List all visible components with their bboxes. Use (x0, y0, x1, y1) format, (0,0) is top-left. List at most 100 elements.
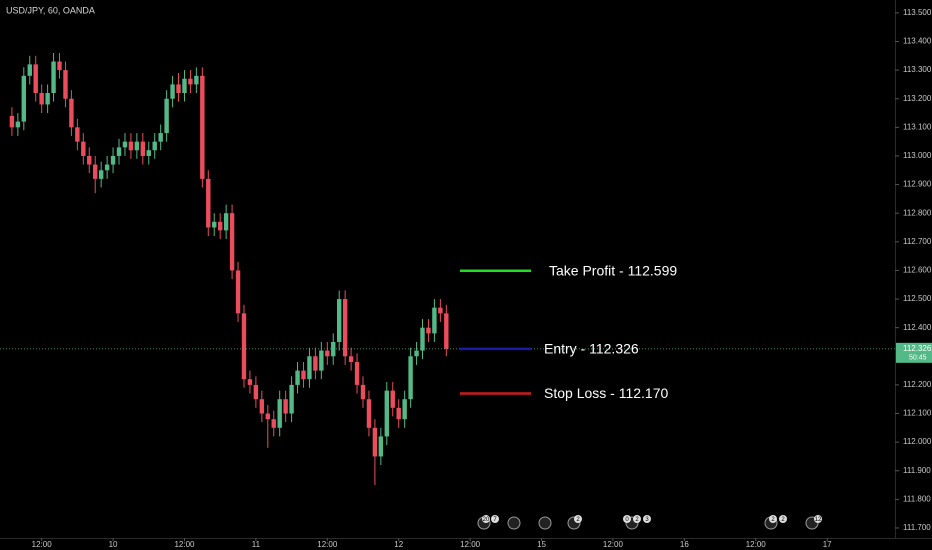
candle-body (134, 141, 140, 151)
candle-body (140, 141, 146, 156)
event-badge-label: 12 (815, 517, 822, 523)
y-tick-label: 113.300 (903, 65, 932, 74)
candle-body (158, 133, 163, 142)
candle-body (212, 221, 217, 228)
candle-body (265, 413, 270, 420)
candle-body (39, 93, 44, 105)
candle-body (98, 170, 104, 179)
candle-body (354, 362, 360, 385)
event-icon (538, 516, 552, 530)
event-badge (779, 515, 787, 523)
x-tick-label: 12 (394, 540, 403, 549)
event-badge (643, 515, 651, 523)
level-label: Take Profit - 112.599 (549, 262, 677, 278)
event-badge-label: 2 (576, 517, 580, 523)
candle-body (372, 427, 378, 457)
x-tick-label: 12:00 (603, 540, 624, 549)
event-badge-label: 2 (781, 517, 785, 523)
y-tick-label: 112.400 (903, 323, 932, 332)
candle-body (271, 419, 276, 428)
y-tick-label: 113.200 (903, 94, 932, 103)
candle-body (87, 155, 92, 165)
candle-body (348, 356, 354, 363)
y-tick-label: 112.800 (903, 208, 932, 217)
candle-body (283, 399, 288, 414)
event-badge (491, 515, 499, 523)
candle-body (325, 350, 330, 357)
y-tick-label: 112.200 (903, 380, 932, 389)
level-label: Entry - 112.326 (544, 341, 639, 357)
candle-body (188, 78, 193, 85)
y-tick-label: 112.700 (903, 237, 932, 246)
y-tick-label: 111.700 (903, 523, 931, 532)
last-price-tag (896, 342, 932, 363)
candle-body (122, 141, 128, 148)
y-tick-label: 111.900 (903, 466, 931, 475)
candle-body (81, 141, 86, 156)
y-tick-label: 113.100 (903, 122, 932, 131)
candle-body (253, 384, 259, 400)
candle-body (408, 356, 413, 400)
candle-body (51, 61, 56, 94)
candle-body (384, 390, 390, 437)
candle-body (426, 327, 431, 334)
candle-body (313, 356, 318, 371)
candle-body (27, 64, 32, 76)
candle-body (342, 299, 348, 357)
candle-body (152, 141, 157, 151)
y-tick-label: 112.900 (903, 180, 932, 189)
candle-body (432, 307, 437, 334)
event-badge (623, 515, 631, 523)
event-badge-label: 7 (493, 517, 497, 523)
last-price-label: 112.326 (903, 344, 932, 353)
countdown-label: 50:45 (909, 355, 927, 362)
candle-body (307, 356, 312, 380)
x-tick-label: 12:00 (174, 540, 195, 549)
candle-body (390, 390, 395, 408)
event-icon (507, 516, 521, 530)
x-tick-label: 16 (680, 540, 689, 549)
level-label: Stop Loss - 112.170 (544, 385, 668, 401)
candle-body (63, 70, 68, 99)
event-badge (769, 515, 777, 523)
x-tick-label: 11 (252, 540, 261, 549)
x-tick-label: 12:00 (460, 540, 481, 549)
candle-body (93, 164, 98, 179)
event-badge (482, 515, 490, 523)
x-tick-label: 17 (823, 540, 832, 549)
candle-body (170, 84, 175, 99)
candle-body (378, 436, 384, 457)
candle-body (396, 407, 401, 420)
candle-body (229, 213, 235, 271)
candle-body (402, 399, 407, 420)
candle-body (206, 178, 211, 228)
candle-body (420, 327, 425, 351)
symbol-title: USD/JPY, 60, OANDA (6, 5, 95, 15)
candle-body (176, 84, 181, 94)
candle-body (366, 399, 372, 428)
event-badge-label: 3 (645, 517, 649, 523)
candle-body (336, 299, 342, 342)
candle-body (223, 213, 229, 231)
candle-body (69, 98, 74, 128)
candle-body (128, 141, 134, 151)
candle-body (15, 121, 21, 128)
candle-body (217, 221, 223, 231)
candle-body (414, 350, 419, 357)
candle-body (319, 350, 324, 371)
event-badge (633, 515, 641, 523)
candle-body (200, 75, 205, 179)
candle-body (146, 150, 151, 156)
candle-body (45, 93, 50, 105)
y-tick-label: 112.100 (903, 409, 932, 418)
x-tick-label: 12:00 (317, 540, 338, 549)
y-tick-label: 112.500 (903, 294, 932, 303)
candle-body (295, 370, 300, 385)
candle-body (277, 399, 282, 428)
candle-body (444, 313, 449, 349)
candle-body (104, 164, 110, 171)
candle-body (438, 307, 443, 314)
candle-body (241, 313, 247, 380)
